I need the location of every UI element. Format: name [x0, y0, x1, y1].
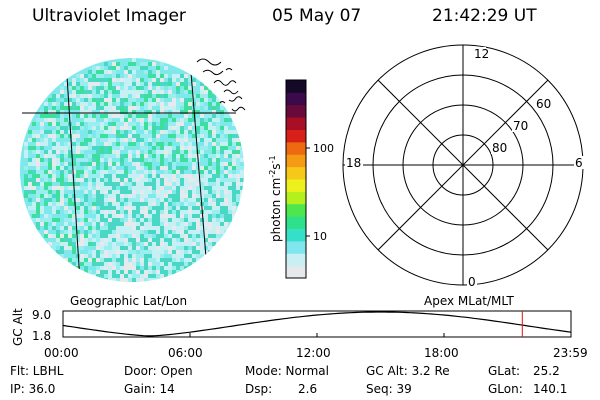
glon-label: GLon:	[488, 382, 523, 396]
mlt-18-label: 18	[346, 156, 361, 170]
glat-label: GLat:	[488, 364, 521, 378]
mlt-0-label: 0	[468, 275, 476, 289]
colorbar-band	[286, 80, 306, 93]
colorbar-band	[286, 104, 306, 118]
colorbar-band	[286, 253, 306, 267]
colorbar-band	[286, 240, 306, 254]
altitude-axis-label: GC Alt	[11, 308, 25, 346]
coastline-outline	[196, 58, 246, 112]
glon-value: 140.1	[533, 382, 568, 396]
mode-info: Mode: Normal	[245, 364, 329, 378]
mlat-60-label: 60	[536, 97, 551, 111]
mlt-12-label: 12	[474, 47, 489, 61]
time-tick-1200: 12:00	[296, 346, 331, 360]
dsp-label: Dsp:	[245, 382, 273, 396]
glat-value: 25.2	[533, 364, 560, 378]
seq-info: Seq: 39	[366, 382, 412, 396]
mlat-80-label: 80	[492, 141, 507, 155]
colorbar-tick-100: 100	[313, 142, 334, 155]
mlt-6-label: 6	[575, 156, 583, 170]
colorbar-band	[286, 141, 306, 155]
date-label: 05 May 07	[272, 6, 362, 26]
colorbar-band	[286, 179, 306, 192]
apex-label: Apex MLat/MLT	[424, 294, 514, 308]
polar-dial	[342, 44, 584, 286]
colorbar-band	[286, 154, 306, 168]
filter-info: Flt: LBHL	[10, 364, 64, 378]
geographic-grid-lines	[65, 59, 209, 282]
instrument-title: Ultraviolet Imager	[32, 6, 186, 26]
time-tick-2359: 23:59	[553, 346, 588, 360]
geographic-label: Geographic Lat/Lon	[70, 294, 188, 308]
colorbar-band	[286, 265, 306, 279]
colorbar-band	[286, 191, 306, 205]
door-info: Door: Open	[124, 364, 193, 378]
ip-info: IP: 36.0	[10, 382, 56, 396]
altitude-tick-top: 9.0	[32, 308, 51, 322]
colorbar-tick-10: 10	[313, 230, 327, 243]
time-tick-1800: 18:00	[424, 346, 459, 360]
colorbar-band	[286, 92, 306, 106]
colorbar-unit-label: photon cm-2s-1	[268, 155, 283, 242]
colorbar-band	[286, 166, 306, 180]
intensity-colorbar	[286, 80, 306, 279]
dsp-value: 2.6	[298, 382, 318, 396]
colorbar-band	[286, 203, 306, 217]
uv-image-disk	[20, 58, 244, 282]
altitude-strip-ticks	[189, 333, 445, 337]
colorbar-band	[286, 216, 306, 230]
colorbar-band	[286, 228, 306, 242]
colorbar-ticks	[306, 147, 310, 237]
colorbar-frame	[285, 79, 307, 279]
colorbar-band	[286, 117, 306, 131]
time-tick-0600: 06:00	[168, 346, 203, 360]
mlat-70-label: 70	[513, 119, 528, 133]
gcalt-info: GC Alt: 3.2 Re	[366, 364, 450, 378]
time-label: 21:42:29 UT	[432, 6, 537, 26]
time-tick-0000: 00:00	[44, 346, 79, 360]
altitude-tick-bottom: 1.8	[32, 329, 51, 343]
gain-info: Gain: 14	[124, 382, 175, 396]
colorbar-band	[286, 129, 306, 143]
altitude-curve	[62, 311, 572, 337]
